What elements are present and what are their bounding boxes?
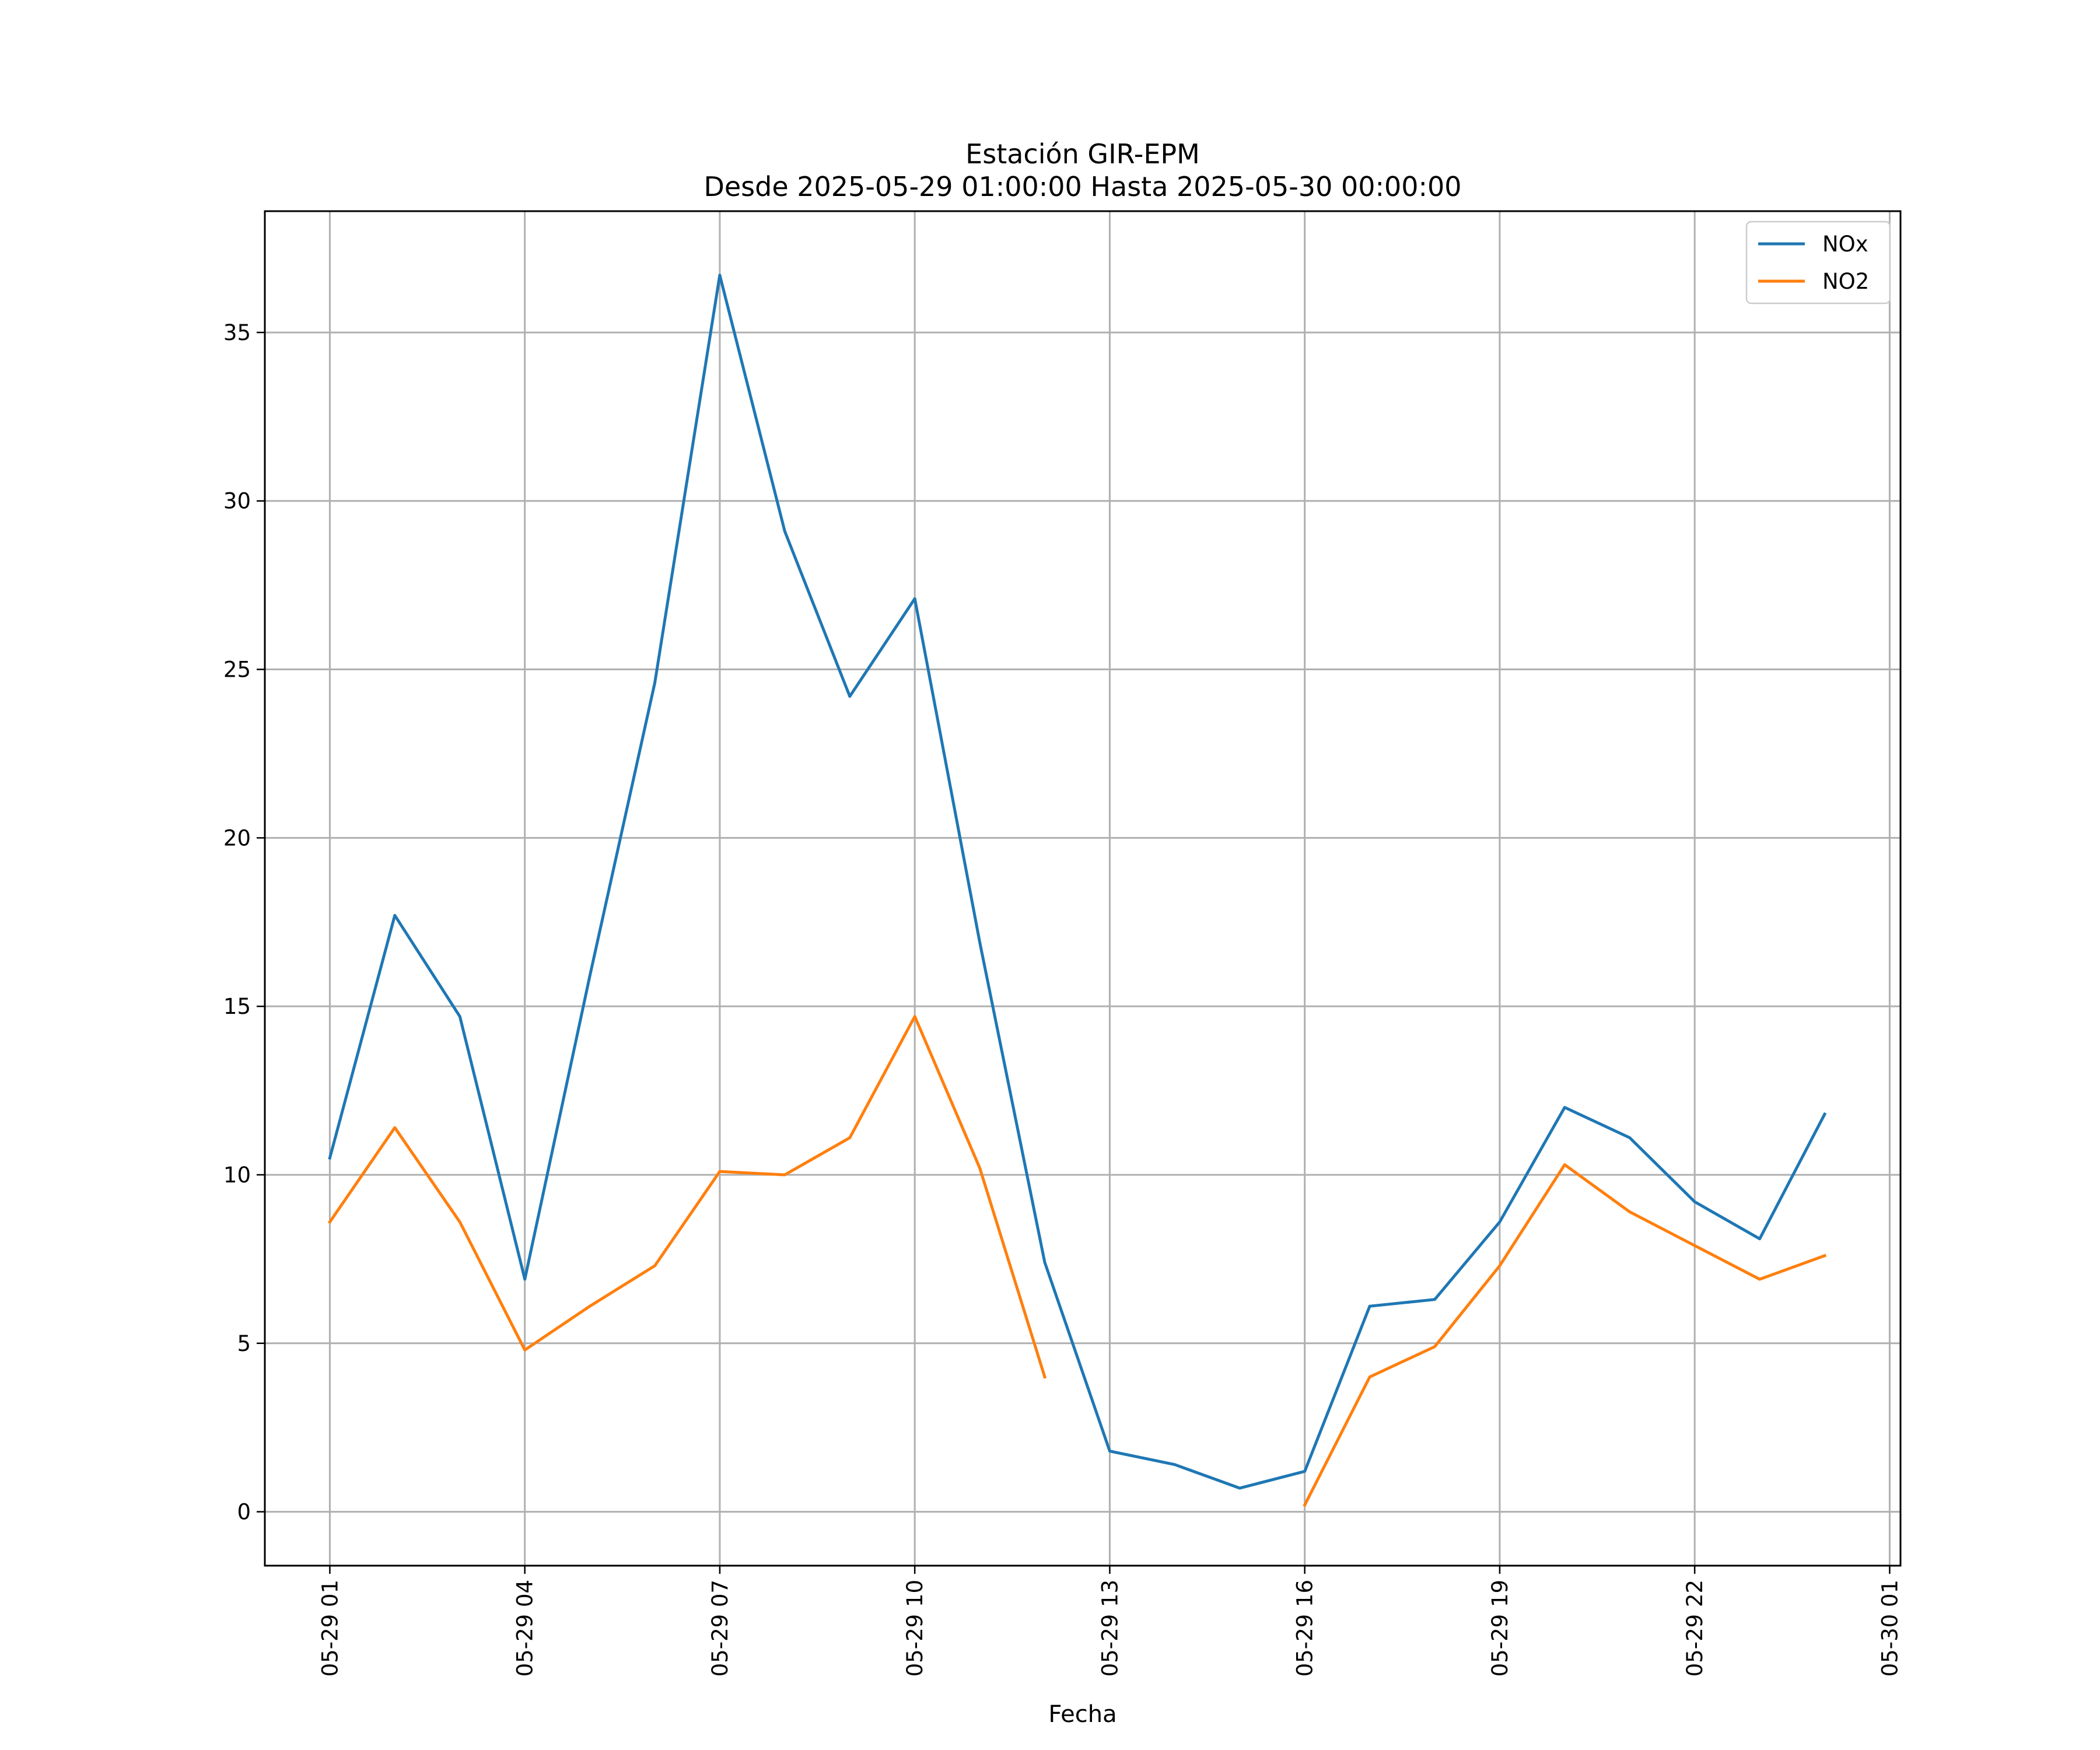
x-tick-label: 05-29 19 bbox=[1488, 1580, 1513, 1676]
y-tick-label: 20 bbox=[223, 825, 251, 850]
legend-box bbox=[1745, 220, 1891, 304]
y-tick-label: 30 bbox=[223, 489, 251, 514]
grid-lines bbox=[265, 211, 1901, 1566]
x-tick-label: 05-29 10 bbox=[902, 1580, 928, 1676]
chart-title: Estación GIR-EPM bbox=[965, 138, 1200, 170]
series-lines bbox=[327, 274, 1827, 1507]
legend-label-nox: NOx bbox=[1822, 232, 1868, 257]
legend-label-no2: NO2 bbox=[1822, 269, 1869, 294]
y-tick-label: 15 bbox=[223, 994, 251, 1019]
x-tick-label: 05-29 04 bbox=[513, 1580, 538, 1676]
x-tick-label: 05-29 22 bbox=[1682, 1580, 1707, 1676]
y-tick-label: 5 bbox=[237, 1331, 251, 1356]
y-tick-label: 25 bbox=[223, 657, 251, 682]
x-tick-label: 05-29 16 bbox=[1293, 1580, 1318, 1676]
series-line-nox bbox=[328, 274, 1827, 1490]
x-axis-label: Fecha bbox=[1048, 1701, 1116, 1728]
legend: NOx NO2 bbox=[1745, 220, 1891, 304]
x-tick-label: 05-30 01 bbox=[1877, 1580, 1902, 1676]
x-tick-label: 05-29 01 bbox=[317, 1580, 342, 1676]
axis-ticks: 05-29 01 05-29 04 05-29 07 05-29 10 05-29 13… bbox=[223, 320, 1903, 1676]
y-tick-label: 10 bbox=[223, 1163, 251, 1188]
chart-subtitle: Desde 2025-05-29 01:00:00 Hasta 2025-05-… bbox=[704, 171, 1461, 202]
series-line-no2 bbox=[327, 1015, 1827, 1507]
x-tick-label: 05-29 13 bbox=[1097, 1580, 1122, 1676]
y-tick-label: 0 bbox=[237, 1500, 251, 1525]
y-tick-label: 35 bbox=[223, 320, 251, 345]
x-tick-label: 05-29 07 bbox=[708, 1580, 733, 1676]
plot-frame bbox=[264, 210, 1902, 1567]
